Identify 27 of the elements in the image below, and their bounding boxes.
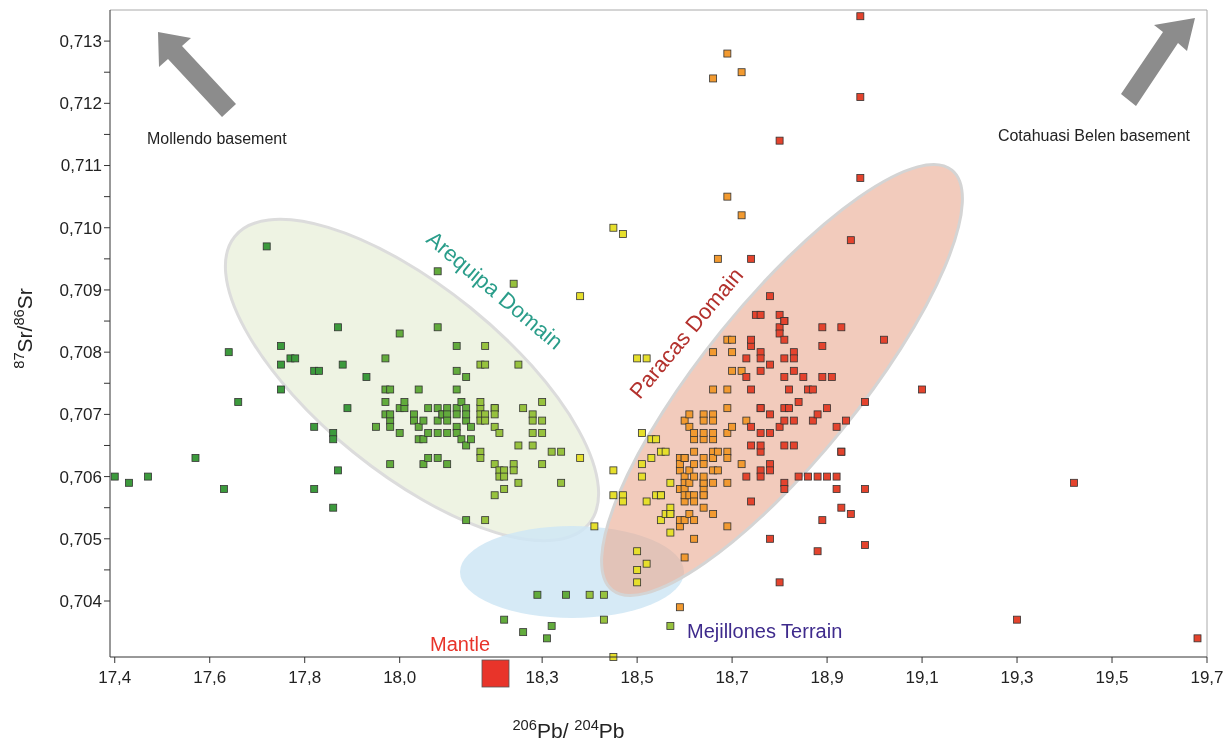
y-tick-label: 0,709: [59, 280, 102, 300]
x-tick-label: 18,3: [525, 668, 559, 687]
y-tick-label: 0,713: [59, 32, 102, 52]
x-tick-label: 18,0: [383, 668, 417, 687]
annotation: Mollendo basement: [147, 130, 288, 147]
y-tick-label: 0,708: [59, 343, 102, 363]
y-tick-label: 0,712: [59, 94, 102, 114]
x-tick-label: 19,5: [1095, 668, 1129, 687]
x-tick-label: 17,4: [98, 668, 132, 687]
y-tick-label: 0,706: [59, 467, 102, 487]
x-tick-label: 19,7: [1190, 668, 1224, 687]
y-tick-label: 0,711: [60, 156, 102, 176]
x-tick-label: 19,3: [1000, 668, 1034, 687]
y-tick-label: 0,710: [59, 218, 102, 238]
x-tick-label: 19,1: [905, 668, 939, 687]
annotation: Mantle: [429, 633, 491, 655]
y-tick-label: 0,705: [59, 529, 102, 549]
x-tick-label: 18,9: [810, 668, 844, 687]
annotation: Mejillones Terrain: [687, 620, 843, 642]
y-tick-label: 0,707: [59, 405, 102, 425]
x-axis-title: $^{206}$Pb/ $^{204}$Pb: [512, 717, 625, 742]
x-tick-label: 17,8: [288, 668, 322, 687]
x-tick-label: 18,5: [620, 668, 654, 687]
x-tick-label: 18,7: [715, 668, 749, 687]
annotation: Cotahuasi Belen basement: [997, 127, 1191, 144]
x-tick-label: 17,6: [193, 668, 227, 687]
y-tick-label: 0,704: [59, 591, 102, 611]
